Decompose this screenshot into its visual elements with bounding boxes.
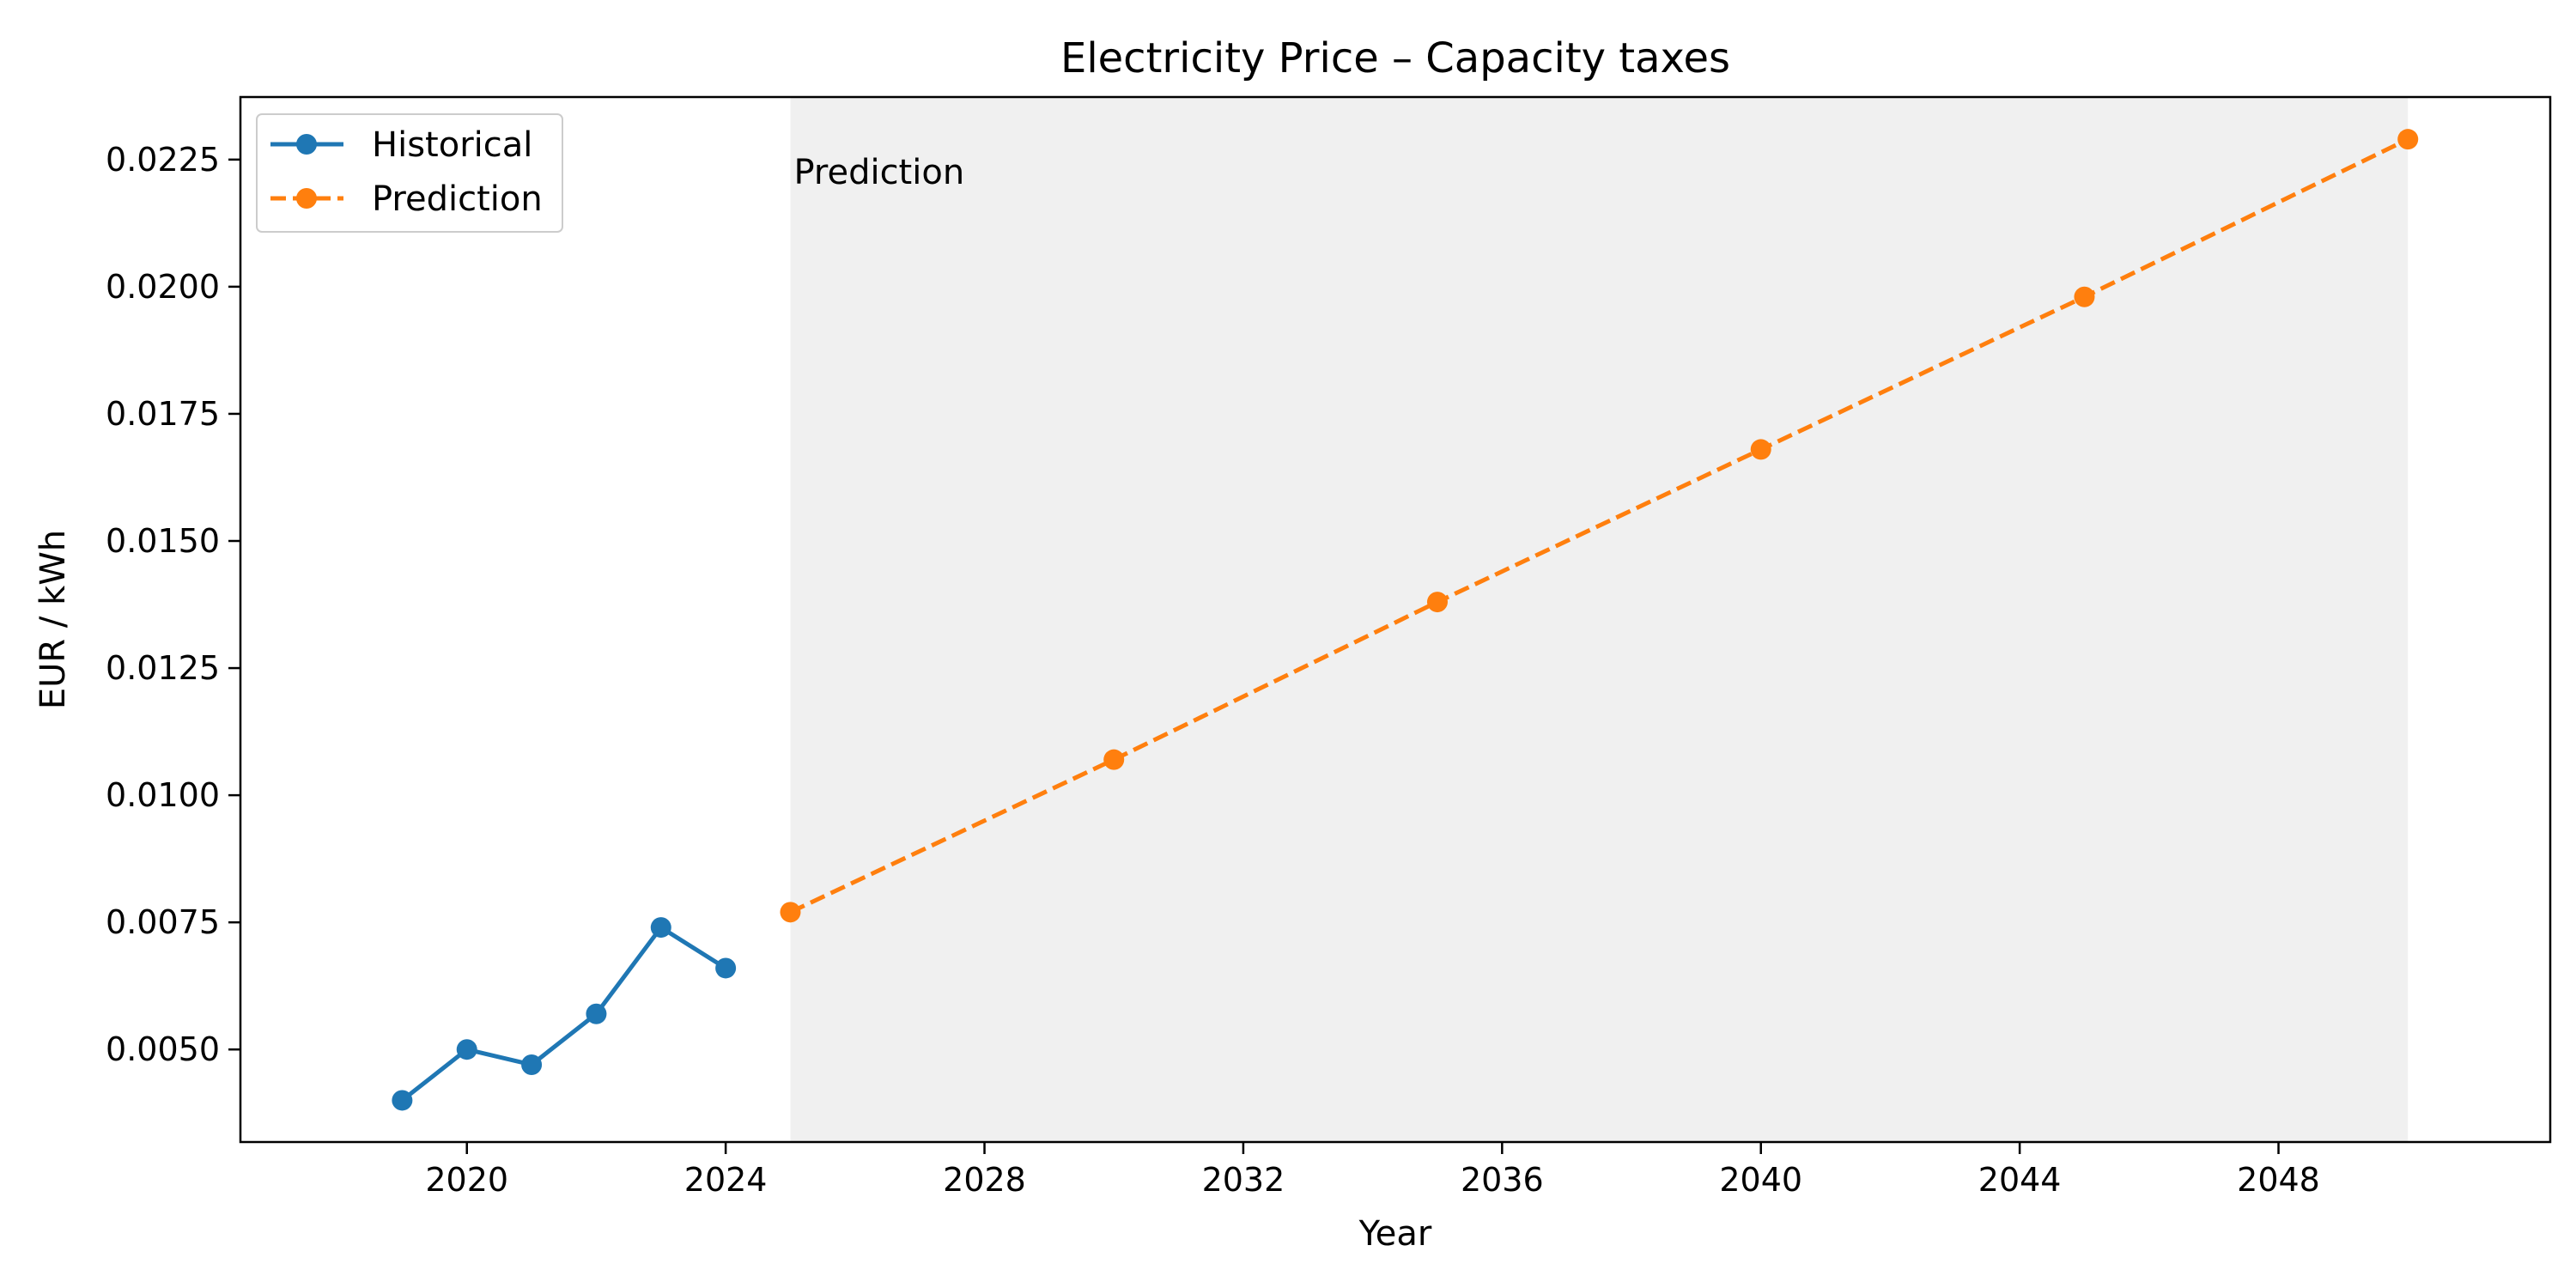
y-tick-label: 0.0075 (106, 903, 220, 941)
y-tick-label: 0.0050 (106, 1030, 220, 1068)
chart-title: Electricity Price – Capacity taxes (1060, 34, 1730, 82)
historical-line (400, 925, 727, 1103)
y-tick-label: 0.0100 (106, 776, 220, 814)
legend-prediction-label: Prediction (372, 179, 543, 219)
prediction-point (2074, 286, 2095, 307)
series-layer (392, 129, 2419, 1111)
legend-prediction-marker (296, 188, 317, 209)
x-axis-ticks: 2020 2024 2028 2032 2036 2040 2044 2048 (425, 1142, 2320, 1199)
historical-point (650, 917, 671, 939)
prediction-point (2397, 129, 2419, 150)
legend: Historical Prediction (256, 113, 563, 233)
y-tick-label: 0.0150 (106, 522, 220, 560)
prediction-point (1750, 439, 1771, 460)
historical-point (715, 957, 737, 979)
x-tick-label: 2044 (1978, 1161, 2062, 1199)
y-axis-ticks: 0.0050 0.0075 0.0100 0.0125 0.0150 0.0175 0.02… (106, 141, 240, 1068)
y-tick-label: 0.0125 (106, 649, 220, 687)
prediction-point (1103, 749, 1125, 770)
y-tick-label: 0.0200 (106, 268, 220, 306)
y-tick-label: 0.0175 (106, 395, 220, 433)
legend-historical-label: Historical (372, 125, 532, 165)
prediction-line (789, 137, 2409, 914)
x-tick-label: 2024 (684, 1161, 768, 1199)
legend-historical-marker (296, 134, 317, 155)
x-axis-label: Year (1358, 1214, 1432, 1254)
y-axis-label: EUR / kWh (33, 530, 73, 709)
historical-point (456, 1039, 477, 1060)
x-tick-label: 2036 (1461, 1161, 1544, 1199)
x-tick-label: 2032 (1202, 1161, 1285, 1199)
x-tick-label: 2040 (1719, 1161, 1802, 1199)
x-tick-label: 2020 (425, 1161, 508, 1199)
x-tick-label: 2048 (2237, 1161, 2320, 1199)
x-tick-label: 2028 (943, 1161, 1026, 1199)
prediction-region-label: Prediction (793, 153, 964, 192)
historical-point (521, 1054, 543, 1075)
y-tick-label: 0.0225 (106, 141, 220, 179)
prediction-point (780, 902, 801, 923)
prediction-point (1426, 592, 1448, 613)
shaded-region-layer (790, 97, 2409, 1142)
prediction-shaded-region (790, 97, 2409, 1142)
historical-point (392, 1090, 413, 1111)
historical-point (586, 1003, 607, 1024)
plot-frame (239, 95, 2552, 1144)
